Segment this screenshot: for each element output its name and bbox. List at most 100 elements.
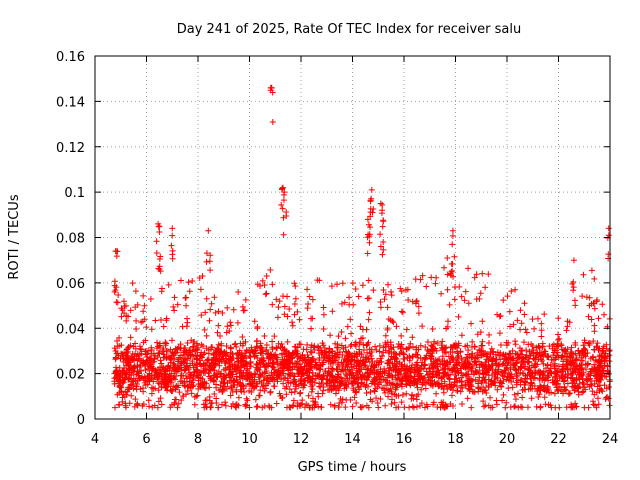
roti-point	[120, 391, 127, 398]
roti-point	[519, 387, 526, 394]
roti-point	[226, 361, 233, 368]
roti-point	[444, 271, 451, 278]
roti-point	[591, 380, 598, 387]
roti-point	[284, 293, 291, 300]
roti-point	[234, 365, 241, 372]
roti-point	[145, 357, 152, 364]
roti-point	[169, 251, 176, 258]
roti-point	[348, 341, 355, 348]
roti-point	[529, 370, 536, 377]
roti-point	[594, 395, 601, 402]
roti-point	[380, 239, 387, 246]
roti-point	[157, 357, 164, 364]
roti-point	[269, 89, 276, 96]
roti-point	[568, 372, 575, 379]
roti-point	[211, 294, 218, 301]
y-tick-label: 0.14	[56, 95, 85, 110]
data-points	[111, 84, 613, 411]
roti-point	[237, 380, 244, 387]
roti-point	[441, 382, 448, 389]
roti-point	[538, 327, 545, 334]
roti-point	[211, 367, 218, 374]
roti-point	[203, 345, 210, 352]
roti-point	[459, 372, 466, 379]
roti-point	[352, 285, 359, 292]
roti-point	[142, 348, 149, 355]
roti-point	[417, 342, 424, 349]
roti-point	[489, 357, 496, 364]
roti-point	[594, 371, 601, 378]
roti-point	[331, 402, 338, 409]
roti-point	[476, 295, 483, 302]
roti-point	[241, 388, 248, 395]
roti-point	[160, 323, 167, 330]
roti-point	[147, 361, 154, 368]
roti-point	[191, 368, 198, 375]
roti-point	[361, 381, 368, 388]
roti-point	[316, 277, 323, 284]
roti-point	[235, 289, 242, 296]
roti-point	[472, 376, 479, 383]
roti-point	[132, 288, 139, 295]
roti-point	[315, 372, 322, 379]
roti-point	[485, 340, 492, 347]
roti-point	[157, 268, 164, 275]
roti-point	[304, 305, 311, 312]
x-tick-label: 12	[293, 432, 310, 447]
roti-point	[403, 373, 410, 380]
roti-point	[163, 355, 170, 362]
roti-point	[242, 401, 249, 408]
roti-point	[408, 395, 415, 402]
roti-point	[572, 400, 579, 407]
roti-point	[154, 354, 161, 361]
roti-point	[365, 277, 372, 284]
roti-point	[189, 277, 196, 284]
roti-point	[327, 332, 334, 339]
roti-point	[601, 311, 608, 318]
y-tick-label: 0.02	[56, 368, 85, 383]
roti-point	[306, 293, 313, 300]
y-axis-label: ROTI / TECUs	[7, 194, 22, 279]
roti-point	[536, 375, 543, 382]
roti-point	[198, 341, 205, 348]
roti-point	[311, 379, 318, 386]
roti-point	[522, 326, 529, 333]
roti-point	[133, 317, 140, 324]
roti-point	[333, 366, 340, 373]
roti-point	[399, 309, 406, 316]
roti-point	[514, 372, 521, 379]
roti-point	[442, 402, 449, 409]
roti-point	[359, 334, 366, 341]
roti-point	[302, 359, 309, 366]
roti-point	[227, 392, 234, 399]
roti-point	[392, 350, 399, 357]
roti-point	[147, 295, 154, 302]
roti-point	[366, 239, 373, 246]
roti-point	[359, 282, 366, 289]
roti-point	[429, 326, 436, 333]
roti-point	[477, 329, 484, 336]
roti-point	[275, 340, 282, 347]
roti-point	[187, 371, 194, 378]
roti-point	[338, 359, 345, 366]
roti-point	[184, 315, 191, 322]
roti-point	[229, 388, 236, 395]
roti-point	[171, 399, 178, 406]
roti-point	[528, 395, 535, 402]
roti-point	[551, 349, 558, 356]
roti-point	[150, 378, 157, 385]
roti-point	[315, 393, 322, 400]
roti-point	[582, 350, 589, 357]
roti-point	[488, 345, 495, 352]
roti-point	[541, 394, 548, 401]
roti-point	[203, 295, 210, 302]
roti-point	[281, 357, 288, 364]
roti-point	[203, 397, 210, 404]
roti-point	[320, 372, 327, 379]
roti-point	[286, 404, 293, 411]
roti-point	[191, 393, 198, 400]
roti-point	[570, 284, 577, 291]
roti-point	[229, 350, 236, 357]
roti-point	[517, 403, 524, 410]
